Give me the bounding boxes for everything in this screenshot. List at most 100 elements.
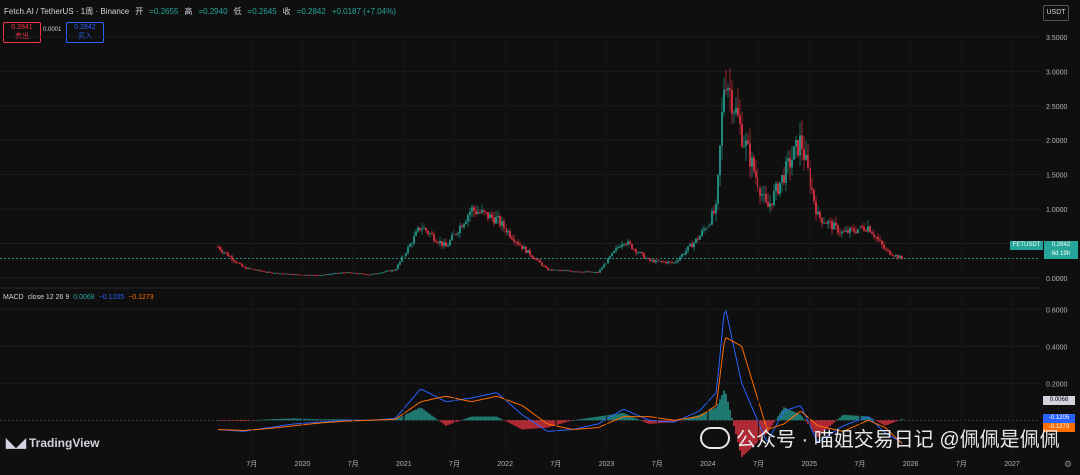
macd-histogram-bar bbox=[723, 390, 725, 421]
price-tick-label: 3.5000 bbox=[1046, 35, 1068, 42]
candle bbox=[837, 225, 839, 233]
macd-histogram-bar bbox=[589, 417, 591, 421]
macd-histogram-bar bbox=[849, 415, 851, 421]
macd-histogram-bar bbox=[273, 419, 275, 421]
macd-histogram-bar bbox=[605, 415, 607, 421]
candle bbox=[789, 158, 791, 168]
candle bbox=[235, 261, 237, 263]
macd-histogram-bar bbox=[341, 419, 343, 421]
candle bbox=[227, 252, 229, 257]
candle bbox=[889, 250, 891, 255]
candle bbox=[643, 253, 645, 259]
candle bbox=[219, 247, 221, 250]
candle bbox=[783, 175, 785, 183]
low-label: 低 bbox=[233, 6, 242, 16]
macd-histogram-bar bbox=[831, 420, 833, 425]
candle bbox=[407, 246, 409, 254]
candle bbox=[599, 269, 601, 273]
macd-histogram-bar bbox=[829, 420, 831, 427]
macd-histogram-bar bbox=[305, 418, 307, 421]
macd-histogram-bar bbox=[513, 420, 515, 426]
macd-histogram-bar bbox=[279, 418, 281, 421]
macd-histogram-bar bbox=[739, 420, 741, 451]
candle bbox=[417, 227, 419, 232]
macd-histogram-bar bbox=[845, 414, 847, 421]
macd-histogram-bar bbox=[421, 408, 423, 421]
candle bbox=[551, 269, 553, 271]
candle bbox=[423, 227, 425, 229]
candle bbox=[333, 273, 335, 275]
candle bbox=[271, 272, 273, 274]
macd-histogram-bar bbox=[413, 410, 415, 421]
candle bbox=[521, 245, 523, 249]
candle bbox=[801, 135, 803, 150]
candle bbox=[341, 272, 343, 274]
macd-histogram-bar bbox=[611, 414, 613, 421]
settings-gear-icon[interactable]: ⚙ bbox=[1064, 459, 1073, 469]
candle bbox=[427, 230, 429, 234]
candle bbox=[633, 249, 635, 250]
candle bbox=[363, 273, 365, 275]
macd-histogram-bar bbox=[569, 420, 571, 422]
candle bbox=[637, 252, 639, 254]
macd-histogram-bar bbox=[809, 420, 811, 427]
candle bbox=[897, 255, 899, 259]
macd-histogram-bar bbox=[559, 420, 561, 424]
candle bbox=[831, 221, 833, 230]
candle bbox=[673, 262, 675, 264]
macd-histogram-bar bbox=[795, 412, 797, 421]
candle bbox=[449, 240, 451, 246]
macd-histogram-bar bbox=[293, 418, 295, 421]
currency-selector[interactable]: USDT bbox=[1043, 5, 1069, 21]
macd-histogram-bar bbox=[479, 416, 481, 421]
candle bbox=[583, 271, 585, 273]
close-label: 收 bbox=[282, 6, 291, 16]
macd-histogram-bar bbox=[221, 420, 223, 421]
macd-histogram-bar bbox=[901, 419, 903, 421]
macd-histogram-bar bbox=[253, 420, 255, 421]
candle bbox=[533, 257, 535, 260]
macd-histogram-bar bbox=[501, 419, 503, 421]
macd-histogram-bar bbox=[713, 408, 715, 421]
macd-histogram-bar bbox=[491, 416, 493, 421]
candle bbox=[237, 262, 239, 264]
candle bbox=[399, 261, 401, 265]
macd-histogram-bar bbox=[847, 415, 849, 421]
price-tick-label: 1.5000 bbox=[1046, 173, 1068, 180]
macd-histogram-bar bbox=[407, 413, 409, 421]
candle bbox=[807, 154, 809, 168]
macd-histogram-bar bbox=[573, 420, 575, 421]
macd-histogram-bar bbox=[511, 420, 513, 425]
macd-histogram-bar bbox=[465, 418, 467, 421]
macd-histogram-bar bbox=[287, 418, 289, 421]
macd-histogram-bar bbox=[541, 420, 543, 429]
macd-histogram-bar bbox=[881, 420, 883, 424]
candle bbox=[893, 255, 895, 257]
macd-histogram-bar bbox=[615, 413, 617, 421]
macd-histogram-bar bbox=[249, 420, 251, 421]
candle bbox=[439, 240, 441, 244]
candle bbox=[523, 246, 525, 249]
macd-histogram-bar bbox=[819, 420, 821, 435]
candle bbox=[337, 273, 339, 274]
tradingview-logo[interactable]: ◣◢ TradingView bbox=[6, 435, 99, 451]
macd-histogram-bar bbox=[745, 420, 747, 454]
candle bbox=[567, 270, 569, 272]
macd-signal-line bbox=[217, 336, 903, 444]
macd-histogram-bar bbox=[689, 417, 691, 421]
macd-legend[interactable]: MACD close 12 26 9 0.0068 −0.1205 −0.127… bbox=[3, 294, 154, 301]
candle bbox=[771, 203, 773, 206]
symbol-title[interactable]: Fetch.AI / TetherUS · 1周 · Binance bbox=[4, 6, 130, 16]
macd-histogram-bar bbox=[561, 420, 563, 424]
candle bbox=[769, 203, 771, 208]
candle bbox=[577, 271, 579, 273]
macd-histogram-bar bbox=[311, 419, 313, 421]
macd-histogram-bar bbox=[235, 420, 237, 421]
candle bbox=[829, 221, 831, 223]
candle bbox=[415, 231, 417, 237]
candle bbox=[627, 241, 629, 245]
macd-histogram-bar bbox=[827, 420, 829, 428]
macd-histogram-bar bbox=[683, 419, 685, 421]
candle bbox=[607, 258, 609, 264]
